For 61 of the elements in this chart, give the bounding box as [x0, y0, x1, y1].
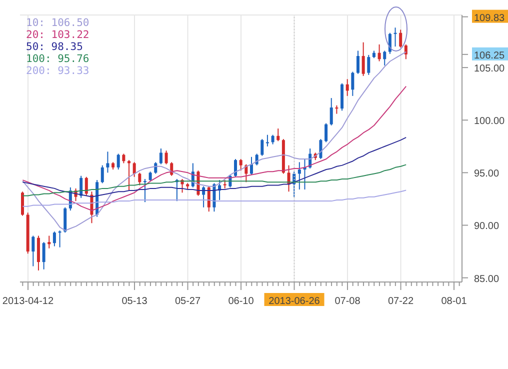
candlestick: [394, 27, 397, 48]
candlestick: [378, 44, 381, 62]
candlestick: [351, 71, 354, 96]
candlestick: [346, 78, 349, 96]
x-tick-label: 07-08: [334, 296, 361, 307]
x-tick-label: 06-10: [228, 296, 254, 307]
candlestick: [148, 171, 152, 182]
candlestick: [324, 122, 328, 143]
y-tick-label: 95.00: [474, 168, 500, 180]
candlestick: [132, 162, 136, 178]
text: 200: 93.33: [26, 65, 90, 77]
text: 50: 98.35: [26, 41, 84, 53]
x-tick-label: 08-01: [441, 296, 468, 307]
y-tick-label: 85.00: [474, 274, 500, 285]
candlestick: [159, 148, 162, 165]
x-tick-label: 05-13: [122, 296, 148, 307]
candlestick: [250, 156, 253, 176]
candlestick: [143, 178, 146, 203]
candlestick: [399, 29, 402, 48]
candlestick: [116, 153, 120, 170]
candlestick: [356, 50, 360, 74]
candlestick: [276, 128, 280, 142]
candlestick: [266, 134, 269, 147]
y-tick-label: 100.00: [474, 116, 506, 128]
candlestick: [388, 32, 392, 54]
candlestick: [367, 54, 370, 76]
candlestick: [58, 230, 62, 248]
text: 100: 95.76: [26, 53, 90, 65]
text: 10: 106.50: [26, 17, 90, 29]
candlestick: [128, 160, 131, 192]
candlestick: [52, 231, 56, 247]
candlestick: [330, 98, 333, 126]
candlestick: [239, 158, 242, 172]
y-tick-label: 106.25: [474, 50, 506, 62]
candlestick: [32, 235, 35, 267]
candlestick: [122, 153, 126, 164]
candlestick: [42, 242, 46, 270]
candlestick: [383, 50, 386, 66]
candlestick: [164, 150, 168, 165]
candlestick: [48, 235, 51, 249]
candlestick: [138, 172, 142, 186]
candlestick: [84, 176, 88, 196]
candlestick: [234, 158, 238, 178]
x-tick-label: 2013-04-12: [2, 296, 54, 307]
candlestick: [260, 138, 264, 156]
candlestick: [362, 42, 365, 76]
y-tick-label: 109.83: [474, 12, 506, 24]
x-tick-label: 2013-06-26: [268, 296, 320, 307]
x-tick-label: 05-27: [174, 296, 201, 307]
candlestick: [298, 162, 301, 190]
text: 20: 103.22: [26, 29, 90, 41]
y-tick-label: 90.00: [474, 221, 500, 232]
candlestick: [319, 138, 322, 160]
y-tick-label: 105.00: [474, 64, 506, 75]
candlestick: [106, 151, 110, 174]
x-tick-label: 07-22: [388, 296, 414, 307]
candlestick: [100, 164, 104, 184]
candlestick: [404, 44, 408, 60]
candlestick: [21, 191, 24, 216]
candlestick: [64, 206, 67, 234]
candlestick: [271, 134, 274, 145]
